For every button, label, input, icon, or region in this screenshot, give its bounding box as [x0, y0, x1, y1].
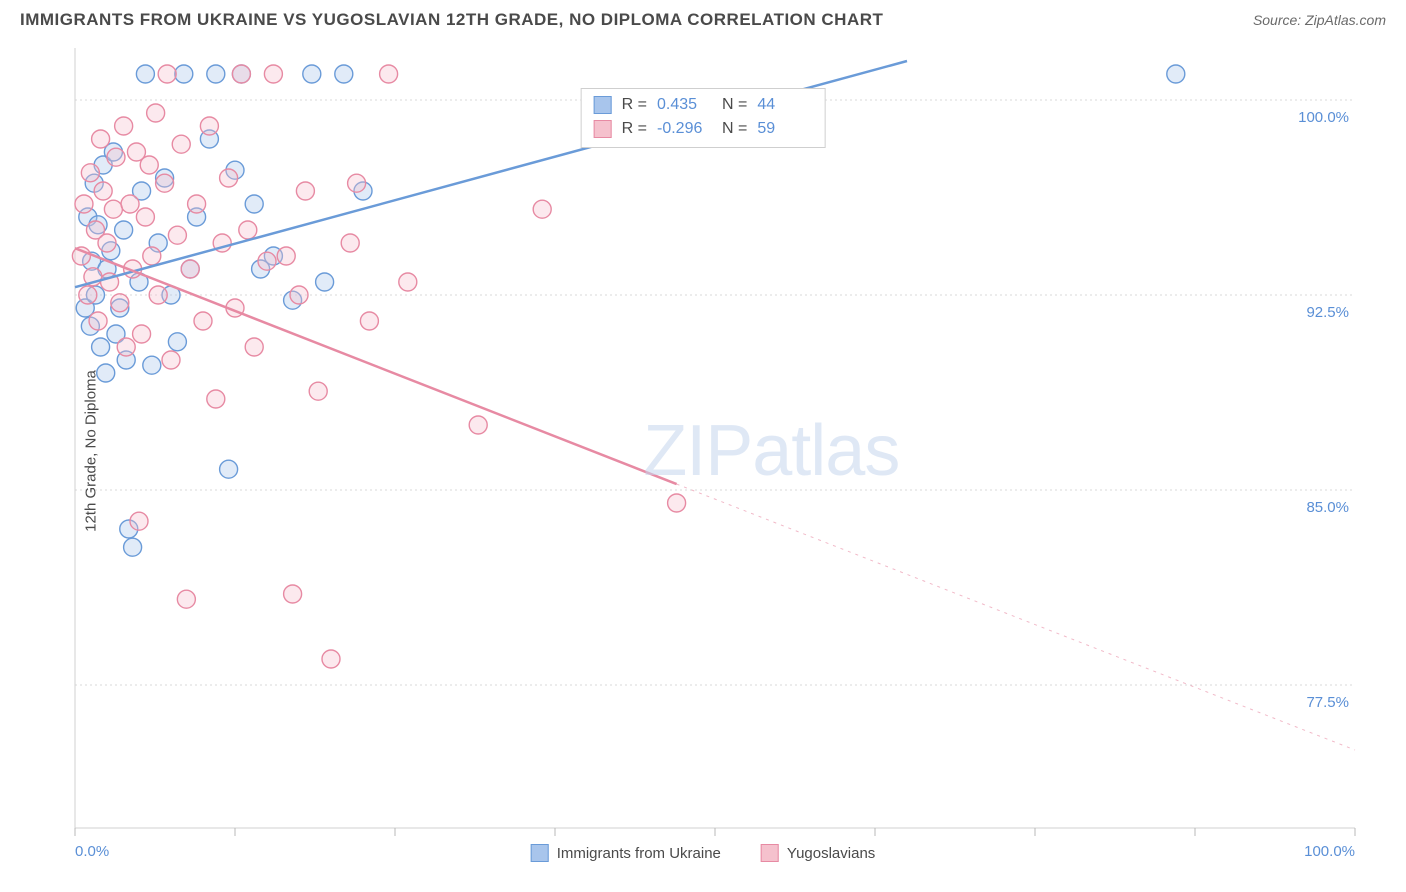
scatter-chart-svg: 77.5% 85.0% 92.5% 100.0% 0.0% 100.0%: [20, 40, 1386, 860]
correlation-row: R = -0.296 N = 59: [594, 117, 813, 141]
n-value: 44: [757, 93, 812, 117]
n-label: N =: [722, 93, 747, 117]
y-axis-label: 12th Grade, No Diploma: [82, 370, 99, 532]
legend-label: Immigrants from Ukraine: [557, 845, 721, 862]
chart-title: IMMIGRANTS FROM UKRAINE VS YUGOSLAVIAN 1…: [20, 10, 883, 30]
correlation-legend-box: R = 0.435 N = 44 R = -0.296 N = 59: [581, 88, 826, 148]
svg-text:100.0%: 100.0%: [1304, 843, 1355, 860]
svg-text:100.0%: 100.0%: [1298, 109, 1349, 126]
correlation-row: R = 0.435 N = 44: [594, 93, 813, 117]
legend-label: Yugoslavians: [787, 845, 875, 862]
legend-item: Immigrants from Ukraine: [531, 844, 721, 862]
legend-swatch: [761, 844, 779, 862]
n-label: N =: [722, 117, 747, 141]
source-label: Source: ZipAtlas.com: [1253, 12, 1386, 28]
legend-swatch: [594, 96, 612, 114]
r-value: -0.296: [657, 117, 712, 141]
chart-area: 12th Grade, No Diploma 77.5% 85.0% 92.5% 10…: [20, 40, 1386, 862]
svg-text:77.5%: 77.5%: [1306, 694, 1349, 711]
r-label: R =: [622, 117, 647, 141]
legend-swatch: [531, 844, 549, 862]
legend-bottom: Immigrants from Ukraine Yugoslavians: [531, 844, 876, 862]
r-label: R =: [622, 93, 647, 117]
legend-item: Yugoslavians: [761, 844, 875, 862]
legend-swatch: [594, 120, 612, 138]
n-value: 59: [757, 117, 812, 141]
svg-text:85.0%: 85.0%: [1306, 499, 1349, 516]
svg-text:92.5%: 92.5%: [1306, 304, 1349, 321]
svg-text:0.0%: 0.0%: [75, 843, 109, 860]
chart-header: IMMIGRANTS FROM UKRAINE VS YUGOSLAVIAN 1…: [0, 0, 1406, 38]
r-value: 0.435: [657, 93, 712, 117]
